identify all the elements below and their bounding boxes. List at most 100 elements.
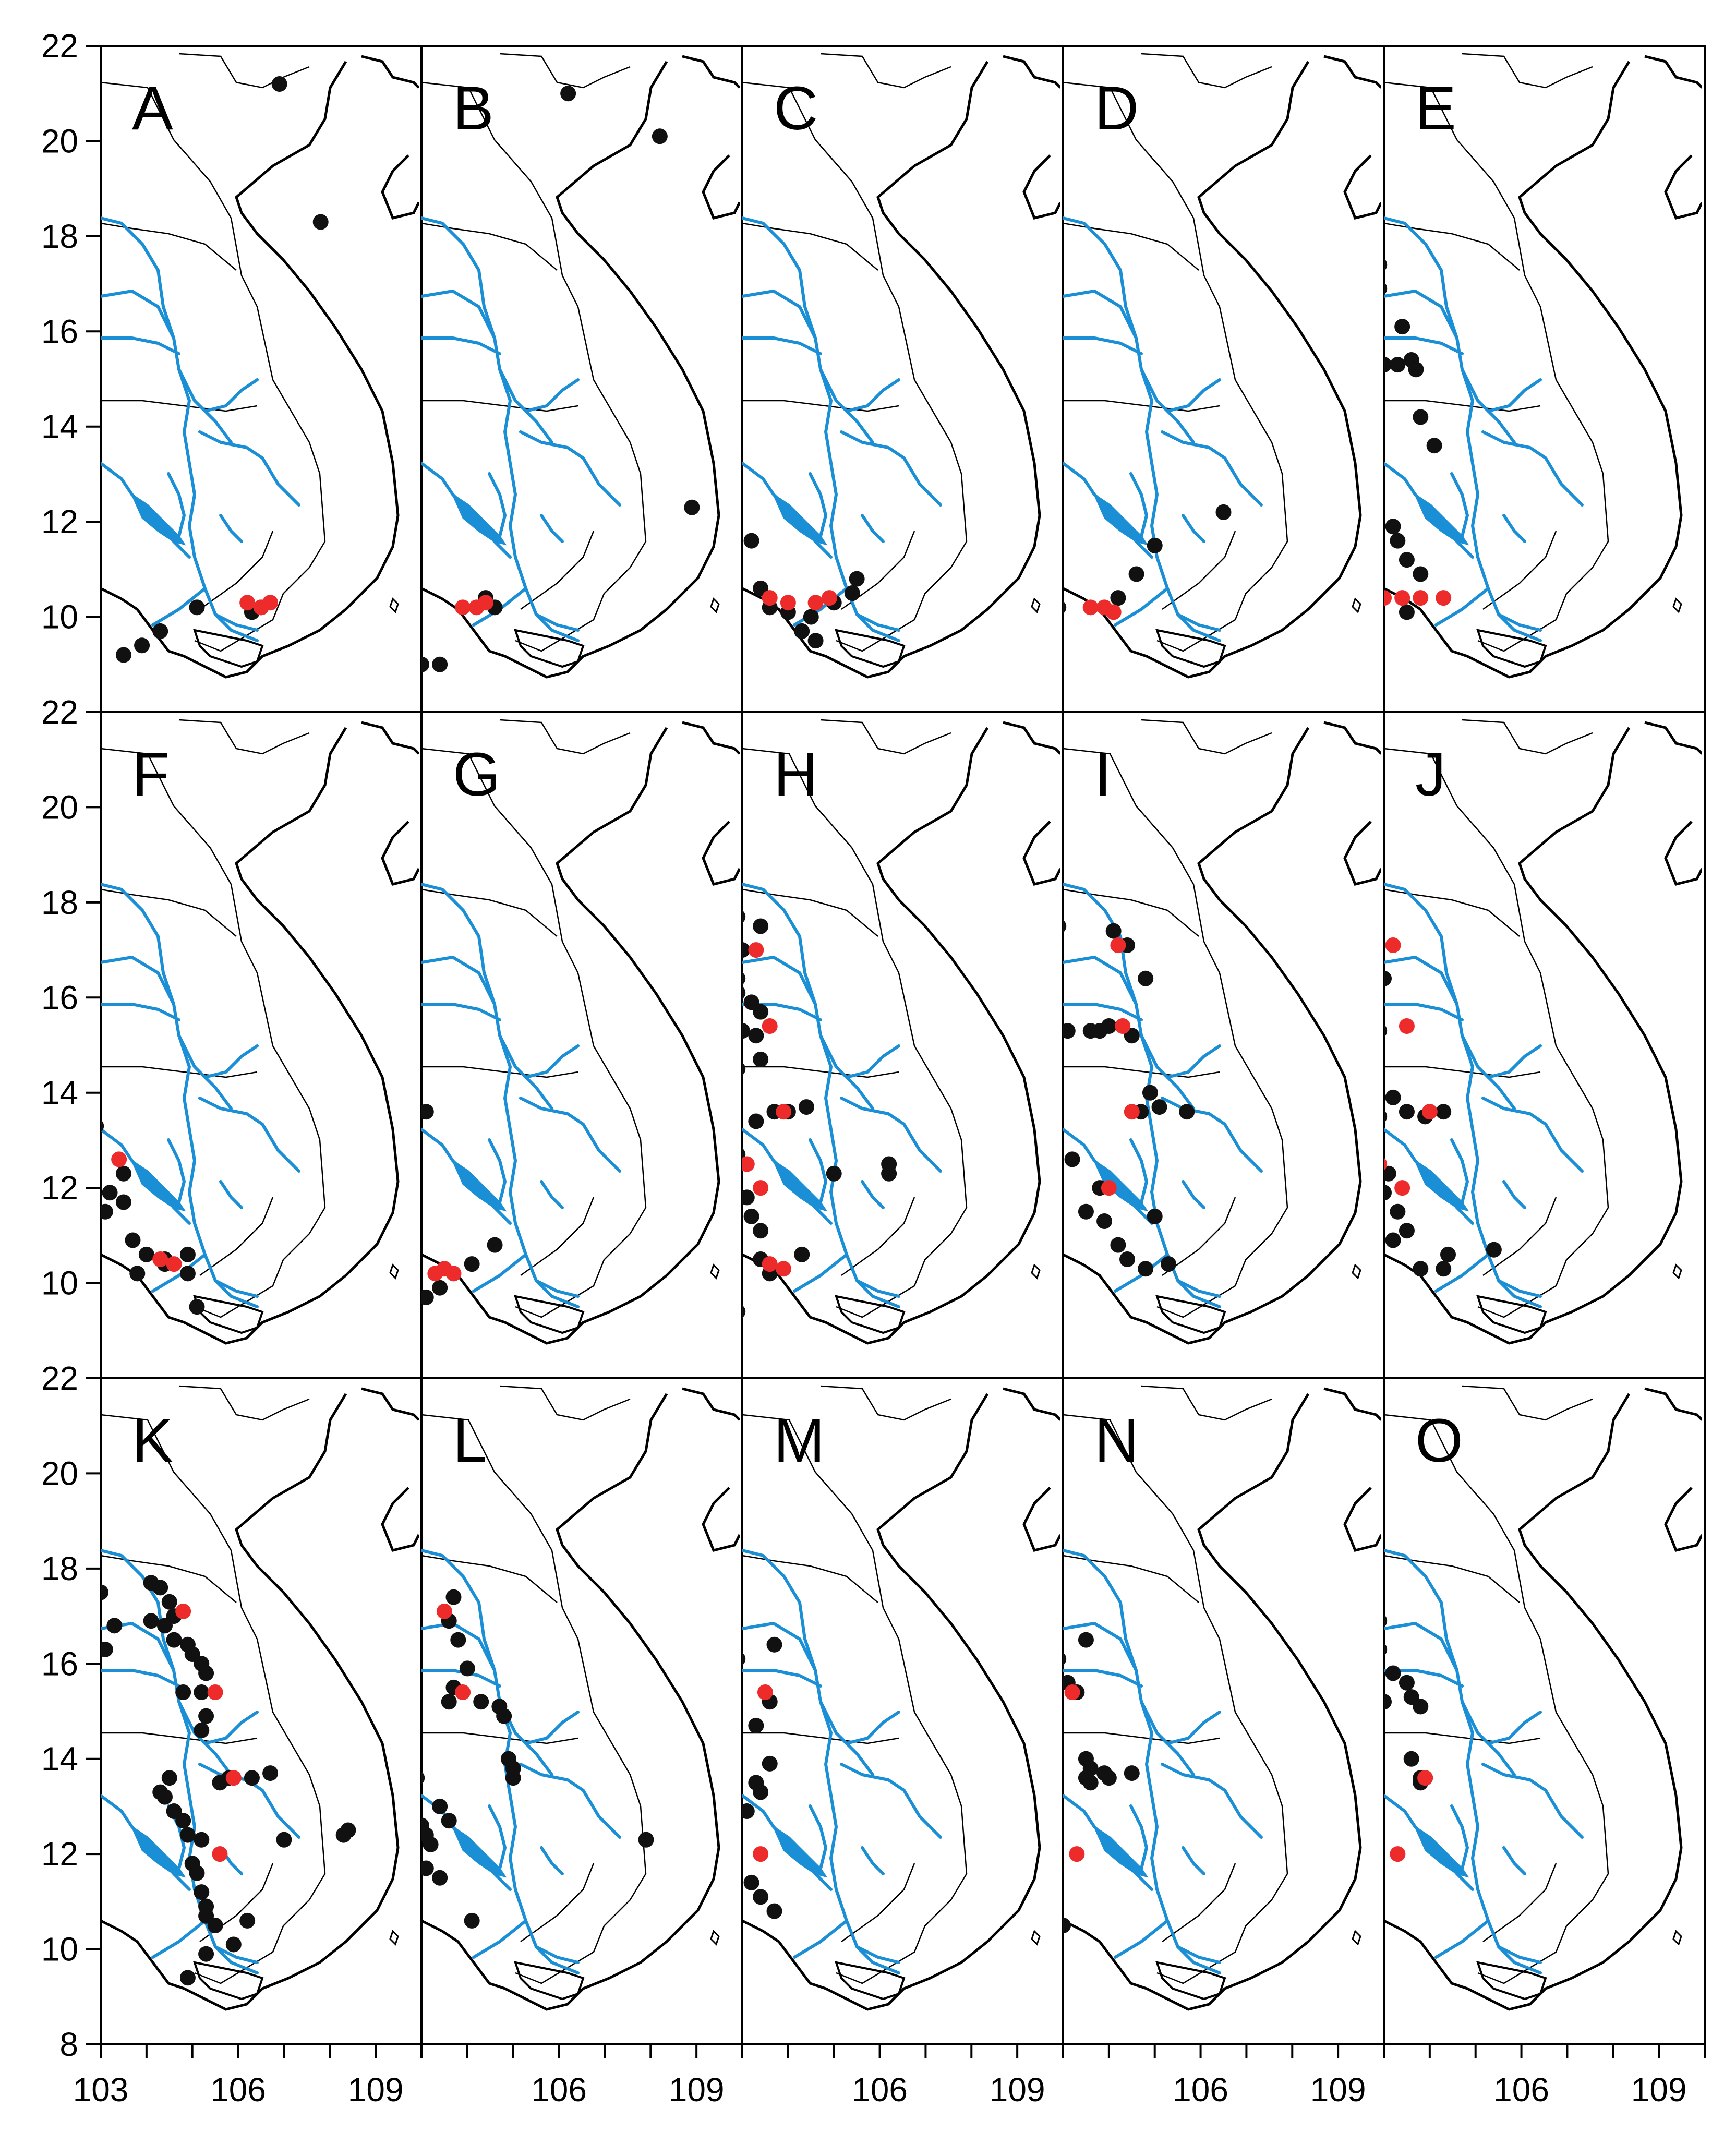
y-tick-label: 16 [41, 979, 78, 1016]
panel-frame [1383, 45, 1706, 713]
panel-frame [1062, 1377, 1385, 2045]
black-point [1161, 1256, 1177, 1272]
red-point [757, 1684, 773, 1701]
black-point [1390, 1203, 1406, 1220]
black-point [335, 1827, 352, 1843]
black-point [1385, 1089, 1401, 1105]
panel-H: H [741, 711, 1064, 1379]
black-point [189, 1865, 205, 1881]
black-point [1151, 1099, 1167, 1115]
red-point [776, 1261, 792, 1277]
black-point [807, 633, 824, 649]
panel-O: O [1383, 1377, 1706, 2051]
panel-J: J [1383, 711, 1706, 1385]
black-point [1413, 1261, 1429, 1277]
black-point [194, 1832, 210, 1848]
black-point [421, 1104, 434, 1120]
red-point [1436, 590, 1452, 606]
panel-label: I [1094, 740, 1112, 809]
black-point [1384, 1615, 1388, 1628]
black-point [239, 1912, 256, 1929]
black-point [1408, 362, 1424, 378]
red-point [175, 1603, 191, 1619]
black-point [794, 623, 810, 639]
panel-F: F [100, 711, 423, 1379]
red-point [1384, 590, 1392, 606]
red-point [762, 1256, 778, 1272]
red-point [780, 595, 796, 611]
panel-label: L [453, 1406, 487, 1475]
red-point [1115, 1018, 1131, 1034]
black-point [742, 942, 750, 958]
y-tick-label: 20 [41, 788, 78, 826]
black-point [152, 1580, 168, 1596]
panel-map [1063, 720, 1381, 1385]
black-point [175, 1684, 191, 1701]
red-point [1064, 1684, 1080, 1701]
red-point [1082, 599, 1099, 616]
panel-map [421, 1386, 740, 2051]
panel-map [1384, 1386, 1702, 2051]
black-point [101, 1203, 113, 1220]
red-point [1394, 1180, 1410, 1196]
red-point [166, 1256, 182, 1272]
red-point [152, 1251, 168, 1267]
black-point [1078, 1632, 1094, 1648]
black-point [1179, 1104, 1195, 1120]
panel-K: K [100, 1377, 423, 2045]
y-tick-label: 18 [41, 218, 78, 255]
panel-label: D [1094, 74, 1139, 143]
y-tick-label: 22 [41, 693, 78, 731]
black-point [1124, 1765, 1140, 1781]
black-point [487, 1237, 503, 1253]
panel-label: K [132, 1406, 173, 1475]
panel-map [101, 54, 419, 719]
black-point [1110, 1237, 1126, 1253]
panel-label: C [774, 74, 818, 143]
black-point [826, 1165, 842, 1182]
black-point [271, 76, 287, 92]
panel-frame [1062, 711, 1385, 1379]
black-point [198, 1665, 214, 1681]
black-point [262, 1765, 279, 1781]
panel-frame [100, 711, 423, 1379]
panel-map [1384, 54, 1702, 719]
black-point [1063, 1917, 1071, 1933]
x-tick-label: 106 [210, 2071, 266, 2109]
black-point [421, 1289, 434, 1305]
black-point [1426, 438, 1442, 454]
black-point [115, 647, 131, 663]
panel-label: O [1415, 1406, 1463, 1475]
red-point [1394, 590, 1410, 606]
black-point [161, 1594, 177, 1610]
black-point [312, 214, 329, 230]
panel-frame [741, 1377, 1064, 2045]
x-tick-label: 109 [1631, 2071, 1687, 2109]
x-tick-label: 106 [1493, 2071, 1549, 2109]
black-point [742, 1803, 755, 1820]
black-point [1128, 566, 1144, 582]
black-point [1063, 601, 1067, 614]
black-point [421, 1860, 434, 1876]
x-tick-label: 106 [1173, 2071, 1228, 2109]
panel-M: M [741, 1377, 1064, 2045]
black-point [1399, 552, 1415, 568]
black-point [441, 1813, 457, 1829]
black-point [106, 1618, 123, 1634]
panel-map [1063, 54, 1381, 719]
panel-frame [420, 45, 743, 713]
red-point [1069, 1846, 1085, 1862]
red-point [776, 1104, 792, 1120]
black-point [1082, 1775, 1099, 1791]
black-point [849, 571, 865, 587]
black-point [432, 1798, 448, 1814]
black-point [194, 1684, 210, 1701]
panel-B: B [420, 45, 743, 713]
black-point [1147, 1208, 1163, 1224]
black-point [115, 1165, 131, 1182]
red-point [1390, 1846, 1406, 1862]
black-point [496, 1708, 512, 1724]
panel-map [1384, 720, 1702, 1385]
y-tick-label: 10 [41, 1264, 78, 1302]
